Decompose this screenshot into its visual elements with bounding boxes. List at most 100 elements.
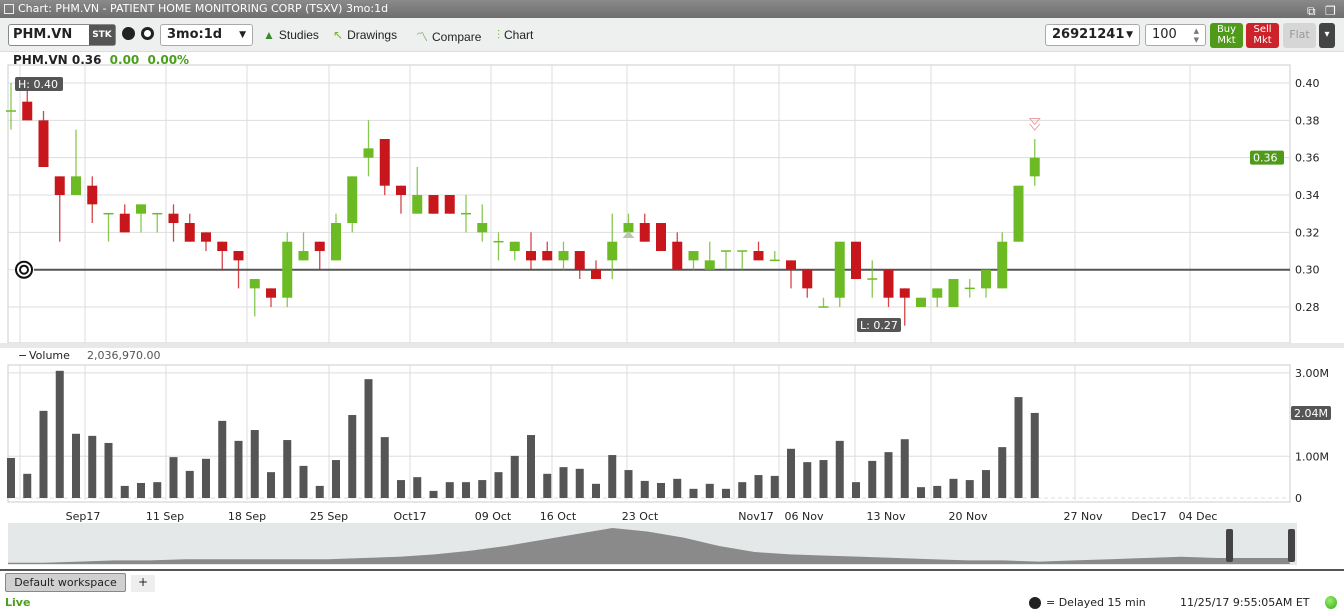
candle-body (298, 251, 309, 261)
candle-body (379, 139, 390, 186)
compare-button[interactable]: 〽 Compare (416, 28, 481, 45)
volume-bar (413, 477, 422, 498)
date-label: Sep17 (66, 510, 101, 523)
quantity-value: 100 (1152, 27, 1177, 42)
add-workspace-button[interactable]: + (131, 575, 155, 592)
price-tick-label: 0.30 (1295, 264, 1320, 277)
volume-bar (559, 467, 568, 498)
volume-bar (104, 442, 113, 498)
order-options-dropdown[interactable]: ▾ (1319, 23, 1335, 48)
candle-body (916, 297, 926, 308)
candle-body (201, 232, 211, 242)
date-label: 23 Oct (622, 510, 659, 523)
high-label: H: 0.40 (18, 78, 58, 91)
candle-body (444, 195, 455, 214)
candle-body (574, 251, 585, 270)
volume-bar (787, 448, 795, 498)
volume-bar (868, 460, 877, 498)
candle-body (981, 269, 991, 289)
volume-collapse-icon[interactable]: − (18, 349, 27, 362)
buy-market-button[interactable]: Buy Mkt (1210, 23, 1243, 48)
quote-header: PHM.VN 0.36 0.00 0.00% (13, 53, 189, 67)
volume-bar (982, 470, 990, 498)
restore-icon[interactable]: ❐ (1325, 4, 1336, 18)
volume-bar (39, 410, 48, 498)
tab-default-workspace[interactable]: Default workspace (5, 573, 126, 592)
panel-divider (0, 343, 1344, 348)
date-label: 20 Nov (949, 510, 988, 523)
volume-bar (965, 480, 974, 498)
date-label: 27 Nov (1064, 510, 1103, 523)
studies-button[interactable]: ▲ Studies (263, 28, 319, 42)
volume-bar (624, 470, 633, 498)
buy-marker-icon (622, 230, 635, 238)
drawings-label: Drawings (347, 28, 398, 42)
candle-body (834, 241, 845, 298)
candle-body (997, 241, 1008, 289)
connection-status-icon (1325, 596, 1337, 609)
volume-bar (55, 370, 64, 498)
stepper-arrows-icon[interactable]: ▲ ▼ (1193, 27, 1199, 44)
candle-body (363, 148, 374, 158)
volume-bar (348, 415, 357, 498)
volume-bar (608, 455, 617, 498)
compare-chart-icon: 〽 (416, 30, 429, 44)
flat-button[interactable]: Flat (1283, 23, 1316, 48)
period-select[interactable]: 3mo:1d ▼ (160, 24, 253, 46)
symbol-value: PHM.VN (13, 27, 73, 42)
volume-bar (754, 475, 763, 498)
volume-bar (689, 488, 698, 498)
drawings-button[interactable]: ↖ Drawings (333, 28, 397, 42)
volume-bar (835, 440, 844, 498)
candle-body (217, 241, 228, 252)
navigator-handle-left[interactable] (1226, 529, 1233, 562)
quantity-stepper[interactable]: 100 ▲ ▼ (1145, 24, 1206, 46)
sell-market-button[interactable]: Sell Mkt (1246, 23, 1279, 48)
window-menu-icon[interactable] (4, 4, 14, 14)
navigator-handle-right[interactable] (1288, 529, 1295, 562)
high-label-bg (15, 77, 63, 91)
price-chart[interactable]: 0.400.380.360.340.320.300.283.00M1.00M0 … (0, 0, 1344, 570)
volume-bar (575, 468, 584, 498)
volume-bar (23, 473, 32, 498)
candle-body (883, 269, 894, 298)
live-status: Live (5, 596, 31, 609)
alert-bell-icon[interactable] (141, 27, 154, 40)
volume-bar (1014, 397, 1023, 498)
candle-body (477, 223, 488, 233)
symbol-input[interactable]: PHM.VN STK (8, 24, 116, 46)
volume-bar (364, 379, 373, 498)
volume-bar (137, 482, 145, 498)
volume-bar (153, 482, 162, 498)
volume-bar (705, 483, 714, 498)
candle-body (1029, 157, 1040, 177)
candle-body (704, 260, 715, 270)
volume-bar (169, 457, 178, 498)
sell-marker-icon (1028, 117, 1041, 131)
quote-last: 0.36 (71, 53, 102, 67)
window-title: Chart: PHM.VN - PATIENT HOME MONITORING … (18, 2, 389, 15)
account-select[interactable]: 26921241 ▼ (1045, 24, 1140, 46)
price-tick-label: 0.36 (1295, 152, 1320, 165)
volume-bar (657, 482, 665, 498)
candle-body (802, 269, 813, 289)
volume-bar (884, 452, 893, 498)
volume-tick-label: 1.00M (1295, 450, 1329, 463)
account-value: 26921241 (1052, 27, 1125, 42)
chart-toolbar: PHM.VN STK 3mo:1d ▼ ▲ Studies ↖ Drawings 〽 Co… (0, 18, 1344, 52)
candle-body (899, 288, 910, 298)
volume-bar (234, 440, 243, 498)
last-volume-tag-bg (1291, 406, 1331, 420)
volume-bar (397, 480, 405, 498)
volume-bar (510, 455, 519, 498)
date-label: Oct17 (393, 510, 426, 523)
popout-icon[interactable]: ⧉ (1307, 4, 1316, 18)
candle-body (509, 241, 520, 252)
price-tick-label: 0.34 (1295, 189, 1320, 202)
period-value: 3mo:1d (167, 27, 223, 42)
price-tick-label: 0.40 (1295, 77, 1320, 90)
candle-body (412, 195, 423, 214)
clock-icon[interactable] (122, 27, 135, 40)
candle-body (639, 223, 650, 242)
chart-type-button[interactable]: ⫶ Chart (497, 28, 533, 43)
